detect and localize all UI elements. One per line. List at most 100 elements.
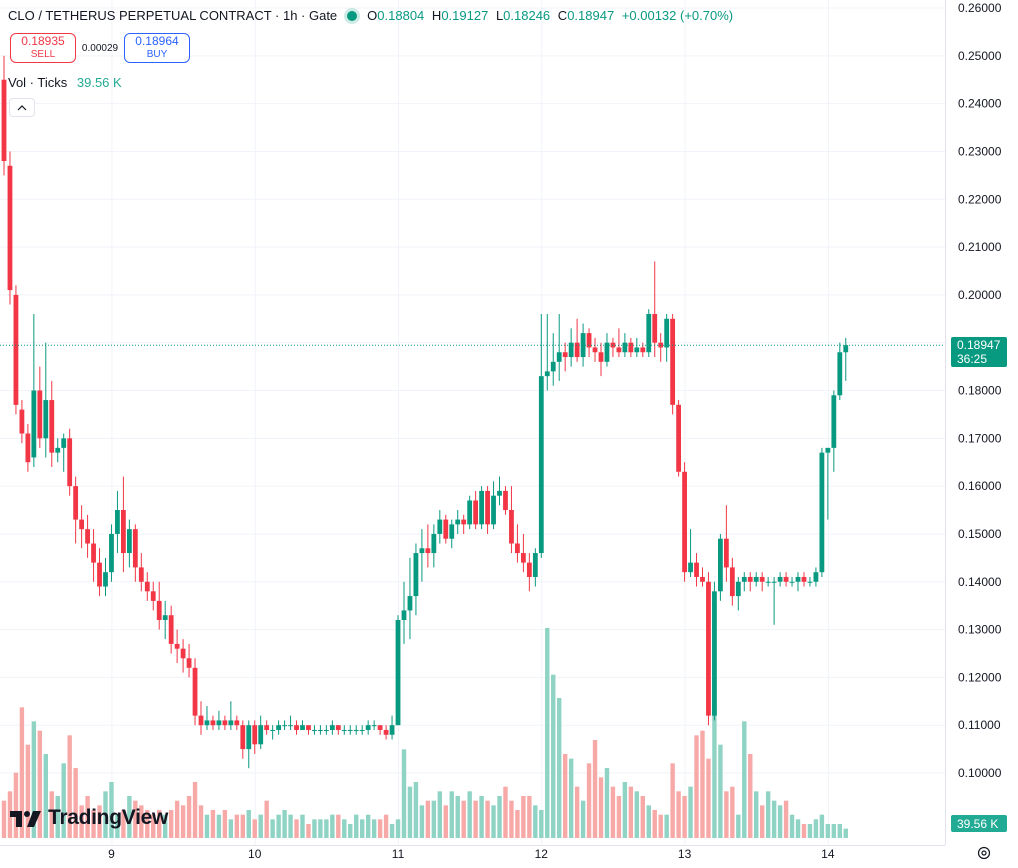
candle-body <box>109 533 114 573</box>
volume-bar <box>336 814 341 838</box>
volume-bar <box>37 730 43 838</box>
current-price-value: 0.18947 <box>957 338 1001 352</box>
volume-bar <box>49 791 54 838</box>
symbol-title[interactable]: CLO / TETHERUS PERPETUAL CONTRACT · 1h ·… <box>8 8 338 23</box>
candle-body <box>789 581 795 583</box>
volume-bar <box>562 754 568 838</box>
volume-bar <box>204 814 210 838</box>
volume-bar <box>616 796 622 838</box>
candle-body <box>180 648 186 659</box>
candle-body <box>461 519 467 525</box>
candle-body <box>694 562 699 577</box>
candle-body <box>640 347 646 353</box>
candle-body <box>1 79 7 161</box>
candle-body <box>473 500 479 525</box>
volume-bar <box>748 754 753 838</box>
volume-bar <box>592 740 598 838</box>
candle-body <box>491 495 496 525</box>
sell-button[interactable]: 0.18935 SELL <box>10 33 76 63</box>
volume-bar <box>503 786 508 838</box>
volume-bar <box>270 819 275 838</box>
volume-bar <box>264 800 269 838</box>
volume-bar <box>754 791 759 838</box>
volume-bar <box>545 628 550 838</box>
tradingview-logo-text: TradingView <box>48 806 169 829</box>
volume-bar <box>598 777 604 838</box>
candle-body <box>353 729 359 731</box>
settings-gear-icon[interactable] <box>977 846 991 860</box>
y-tick-label: 0.10000 <box>958 766 1002 780</box>
candle-body <box>407 596 413 611</box>
sell-price: 0.18935 <box>21 34 65 48</box>
volume-bar <box>288 814 293 838</box>
buy-label: BUY <box>146 49 168 60</box>
high-value: 0.19127 <box>441 8 489 23</box>
candle-body <box>234 720 240 726</box>
candle-body <box>616 347 622 353</box>
volume-bar <box>19 707 25 838</box>
candle-body <box>383 729 389 735</box>
candle-body <box>276 725 282 730</box>
ohlc-values: O0.18804 H0.19127 L0.18246 C0.18947 +0.0… <box>367 8 734 23</box>
volume-bar <box>133 800 138 838</box>
volume-bar <box>168 810 174 838</box>
market-status-dot <box>347 10 358 21</box>
volume-bar <box>640 796 645 838</box>
candle-body <box>718 538 723 592</box>
volume-bar <box>813 819 819 838</box>
volume-bar <box>646 805 651 838</box>
candle-body <box>162 615 168 620</box>
candle-body <box>700 576 705 582</box>
volume-bar <box>425 800 431 838</box>
volume-bar <box>676 791 681 838</box>
volume-bar <box>765 791 771 838</box>
volume-bar <box>157 810 162 838</box>
candle-body <box>497 490 502 496</box>
volume-bar <box>312 819 317 838</box>
volume-bar <box>473 800 478 838</box>
candle-body <box>652 314 658 343</box>
x-tick-label: 11 <box>392 847 405 861</box>
candle-body <box>586 333 592 348</box>
volume-legend[interactable]: Vol · Ticks 39.56 K <box>8 75 122 90</box>
volume-bar <box>162 814 168 838</box>
volume-bar <box>586 763 592 838</box>
volume-bar <box>330 814 335 838</box>
candle-body <box>807 581 813 583</box>
candle-body <box>156 600 162 620</box>
volume-bar <box>843 828 848 838</box>
volume-bar <box>360 819 365 838</box>
close-value: 0.18947 <box>567 8 615 23</box>
candle-body <box>252 725 258 745</box>
volume-bar <box>437 791 443 838</box>
candle-body <box>67 438 73 487</box>
volume-bar <box>807 824 813 838</box>
current-volume-label: 39.56 K <box>951 815 1007 832</box>
buy-button[interactable]: 0.18964 BUY <box>124 33 190 63</box>
candle-body <box>323 729 329 731</box>
volume-bar <box>551 674 556 838</box>
volume-bar <box>151 814 156 838</box>
volume-bar <box>819 814 825 838</box>
candle-body <box>228 720 234 726</box>
candle-body <box>449 524 455 539</box>
volume-bar <box>413 782 419 838</box>
volume-bar <box>479 796 484 838</box>
trade-buttons: 0.18935 SELL 0.00029 0.18964 BUY <box>10 33 190 63</box>
candle-body <box>777 576 783 582</box>
tradingview-logo[interactable]: TradingView <box>10 806 168 830</box>
y-tick-label: 0.14000 <box>958 575 1002 589</box>
volume-bar <box>145 810 150 838</box>
candle-body <box>97 562 102 587</box>
candle-body <box>723 538 729 568</box>
candle-body <box>294 725 299 730</box>
volume-bar <box>491 805 496 838</box>
volume-bar <box>497 796 502 838</box>
open-value: 0.18804 <box>377 8 425 23</box>
collapse-legend-button[interactable] <box>9 98 35 117</box>
candle-body <box>85 529 90 544</box>
candle-body <box>341 729 347 731</box>
volume-bar <box>246 810 251 838</box>
candle-body <box>282 725 287 727</box>
